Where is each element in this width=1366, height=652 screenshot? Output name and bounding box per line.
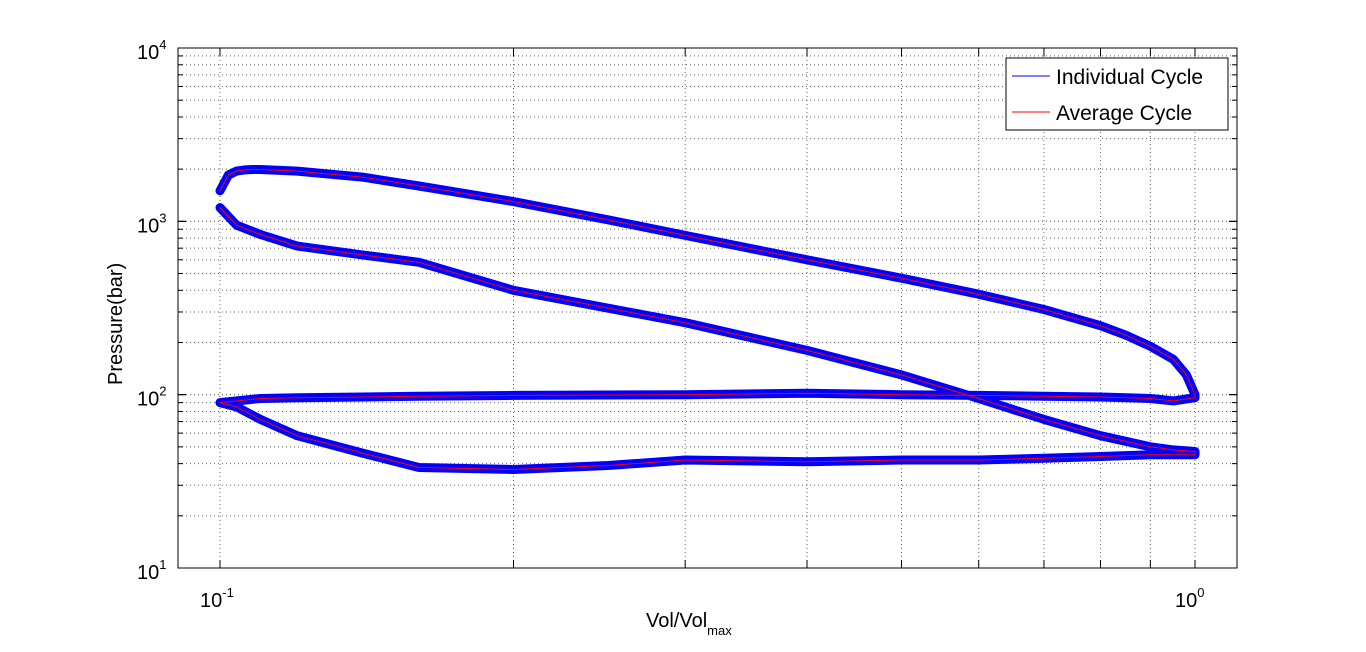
x-axis-label: Vol/Volmax [646,610,732,638]
y-tick-labels: 101 102 103 104 [137,37,166,584]
x-axis-label-subscript: max [707,623,732,638]
data-layer [215,165,1200,474]
y-tick-label: 103 [137,210,166,237]
legend-box [1005,57,1229,131]
legend-label-individual: Individual Cycle [1056,66,1203,89]
legend: Individual Cycle Average Cycle [1005,57,1229,131]
axes-box [177,47,1238,569]
series-average-cycle [219,169,1196,470]
axes-background [178,48,1237,568]
y-tick-label: 102 [137,384,166,411]
y-axis-label: Pressure(bar) [105,263,127,385]
y-tick-label: 101 [137,557,166,584]
y-tick-label: 104 [137,37,166,64]
x-tick-label: 10-1 [200,585,234,612]
x-tick-label: 100 [1175,585,1204,612]
legend-label-average: Average Cycle [1056,102,1192,125]
x-tick-labels: 10-1 100 [200,585,1204,612]
plot-area [177,47,1238,569]
tick-marks [178,47,1237,569]
